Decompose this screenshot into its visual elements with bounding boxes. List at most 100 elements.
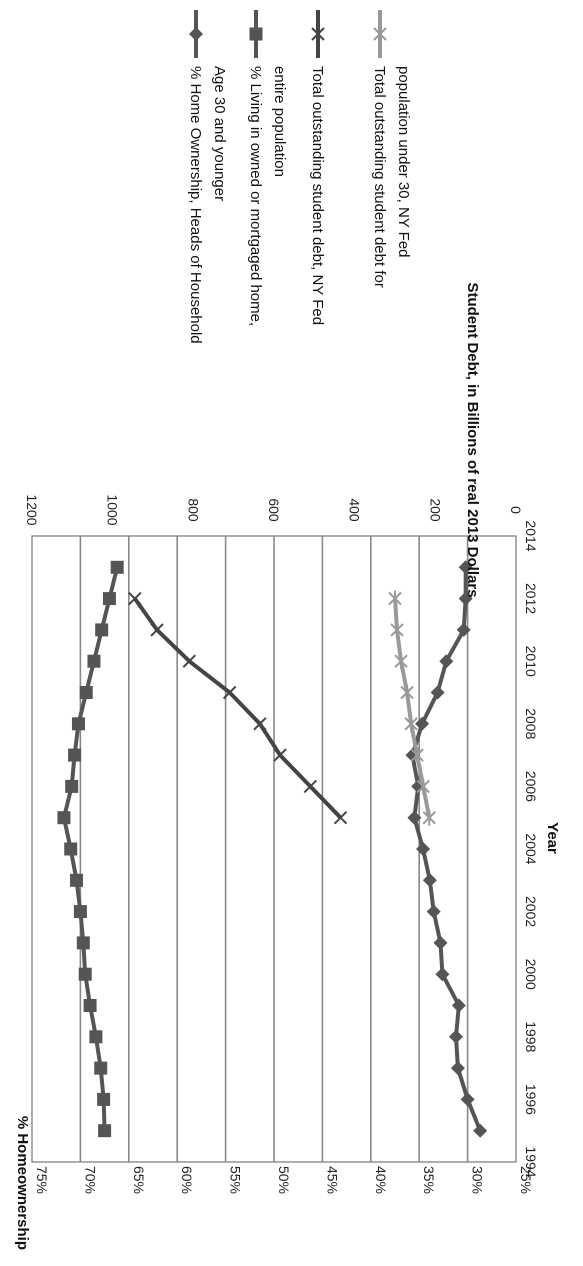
marker-stroke <box>222 685 237 700</box>
legend: % Home Ownership, Heads of Household Age … <box>187 10 412 344</box>
left-tick-label: 30% <box>470 1166 486 1194</box>
left-tick-label: 40% <box>373 1166 389 1194</box>
marker-stroke <box>311 27 325 41</box>
legend-entry-4: Total outstanding student debt for popula… <box>371 10 412 288</box>
x-tick-label: 2000 <box>523 959 539 990</box>
right-tick-label: 200 <box>427 498 443 522</box>
gridlines <box>79 536 469 1162</box>
data-point <box>450 1061 465 1076</box>
data-point <box>182 654 197 668</box>
x-tick-label: 2006 <box>523 771 539 802</box>
data-point <box>400 684 414 701</box>
data-point <box>70 873 84 887</box>
left-tick-label: 35% <box>421 1166 437 1194</box>
marker-stroke <box>150 623 164 637</box>
legend-swatch-marker <box>189 27 203 41</box>
right-axis-title: Student Debt, in Billions of real 2013 D… <box>464 282 481 597</box>
data-point <box>64 842 78 856</box>
legend-label: % Home Ownership, Heads of Household <box>187 66 204 344</box>
marker-stroke <box>303 779 318 794</box>
data-point <box>422 873 437 888</box>
data-point <box>273 748 287 762</box>
data-point <box>333 810 348 825</box>
data-point <box>433 935 448 950</box>
data-point <box>458 591 473 606</box>
x-tick-label: 2014 <box>523 520 539 551</box>
data-point <box>460 1092 475 1107</box>
series-2 <box>57 560 124 1138</box>
data-point <box>407 810 422 825</box>
legend-label: Total outstanding student debt, NY Fed <box>309 66 326 325</box>
data-point <box>78 967 92 981</box>
data-point <box>128 591 142 606</box>
legend-label: Total outstanding student debt for <box>371 66 388 288</box>
right-axis-ticks: 0 200 400 600 800 1000 1200 <box>24 494 524 525</box>
data-point <box>57 811 71 825</box>
right-tick-label: 1200 <box>24 494 40 525</box>
legend-swatch-marker <box>311 27 325 41</box>
data-point <box>253 717 267 731</box>
data-point <box>458 560 473 575</box>
data-point <box>110 560 124 574</box>
data-point <box>473 1123 488 1138</box>
legend-entry-3: Total outstanding student debt, NY Fed <box>309 10 326 325</box>
data-point <box>94 1061 108 1075</box>
left-tick-label: 55% <box>228 1166 244 1194</box>
data-point <box>87 654 101 668</box>
legend-label: entire population <box>271 66 288 177</box>
legend-label: Age 30 and younger <box>211 66 228 201</box>
x-tick-label: 2012 <box>523 583 539 614</box>
data-point <box>73 905 87 919</box>
legend-swatch-marker <box>373 26 387 42</box>
data-point <box>65 779 79 793</box>
right-tick-label: 1000 <box>105 494 121 525</box>
series-1 <box>405 560 488 1138</box>
x-axis-title: Year <box>544 822 561 854</box>
x-tick-label: 1994 <box>523 1146 539 1177</box>
data-point <box>456 622 471 637</box>
data-point <box>102 592 116 606</box>
legend-swatch-marker <box>249 27 263 41</box>
x-tick-label: 2010 <box>523 646 539 677</box>
data-point <box>416 778 430 795</box>
left-tick-label: 25% <box>518 1166 534 1194</box>
data-point <box>422 809 436 826</box>
data-point <box>79 686 93 699</box>
x-tick-label: 2008 <box>523 708 539 739</box>
left-tick-label: 50% <box>276 1166 292 1194</box>
left-tick-label: 45% <box>324 1166 340 1194</box>
left-tick-label: 60% <box>179 1166 195 1194</box>
marker-stroke <box>273 748 287 762</box>
data-point <box>415 716 430 731</box>
left-tick-label: 70% <box>82 1166 98 1194</box>
data-point <box>416 842 431 856</box>
data-point <box>83 999 97 1012</box>
data-point <box>95 623 109 637</box>
series-4 <box>388 590 436 826</box>
series-layer <box>57 560 488 1138</box>
series-3 <box>128 591 348 825</box>
x-tick-label: 2002 <box>523 896 539 927</box>
data-point <box>394 653 408 670</box>
x-axis-ticks: 1994 1996 1998 2000 2002 2004 2006 2008 2010 2012… <box>523 520 539 1177</box>
data-point <box>439 654 454 669</box>
marker-stroke <box>253 717 267 731</box>
left-axis-ticks: 25% 30% 35% 40% 45% 50% 55% 60% 65% 70% 75% <box>34 1166 534 1194</box>
data-point <box>303 779 318 794</box>
legend-label: % Living in owned or mortgaged home, <box>247 66 264 326</box>
data-point <box>98 1124 112 1138</box>
data-point <box>430 685 445 700</box>
data-point <box>222 685 237 700</box>
legend-entry-1: % Home Ownership, Heads of Household Age … <box>187 10 228 344</box>
data-point <box>97 1092 111 1106</box>
marker-stroke <box>128 591 142 606</box>
data-point <box>451 998 466 1013</box>
left-tick-label: 75% <box>34 1166 50 1194</box>
data-point <box>71 717 85 731</box>
data-point <box>89 1030 103 1044</box>
right-tick-label: 0 <box>508 506 524 514</box>
data-point <box>404 715 418 732</box>
x-tick-label: 2004 <box>523 833 539 864</box>
legend-label: population under 30, NY Fed <box>395 66 412 258</box>
